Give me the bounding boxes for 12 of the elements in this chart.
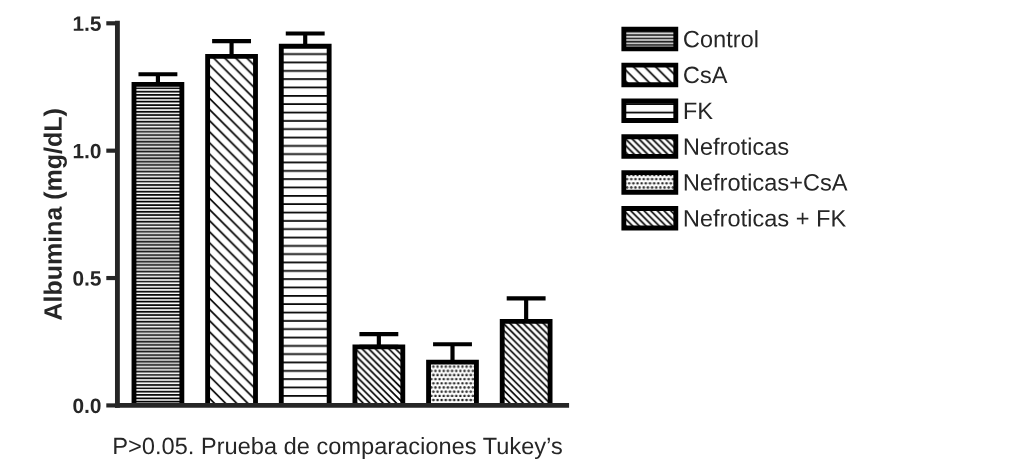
legend-label: Control <box>684 30 758 48</box>
legend-label: FK <box>684 102 713 119</box>
text: P>0.05. Prueba de comparaciones Tukey’s <box>114 437 562 460</box>
legend-label: Nefroticas + FK <box>684 209 846 227</box>
y-tick-label: 0.5 <box>73 271 101 286</box>
legend-label: CsA <box>684 66 728 84</box>
y-tick-label: 1.5 <box>73 16 101 32</box>
legend-label: Nefroticas+CsA <box>684 173 848 191</box>
y-axis-title: Albumina (mg/dL) <box>43 109 67 320</box>
y-tick-label: 1.0 <box>73 143 101 159</box>
y-tick-label: 0.0 <box>73 398 101 414</box>
legend-label: Nefroticas <box>684 137 789 155</box>
